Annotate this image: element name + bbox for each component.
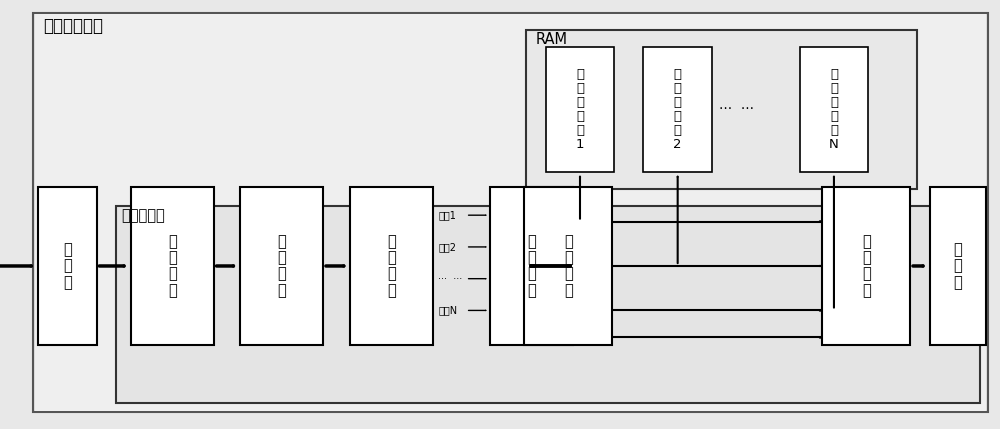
FancyBboxPatch shape [524,187,612,345]
Text: 虚
拟
内
存
库
1: 虚 拟 内 存 库 1 [576,68,584,151]
Text: 虚
拟
内
存
库
N: 虚 拟 内 存 库 N [829,68,839,151]
FancyBboxPatch shape [35,14,986,411]
FancyBboxPatch shape [490,187,573,345]
Text: 流量N: 流量N [438,305,457,315]
Text: 流量2: 流量2 [438,242,456,252]
FancyBboxPatch shape [643,47,712,172]
Text: 虚
拟
内
存
库
2: 虚 拟 内 存 库 2 [673,68,682,151]
Text: 处
理
模
块: 处 理 模 块 [862,234,871,298]
Text: 网络处理系统: 网络处理系统 [43,17,103,35]
FancyBboxPatch shape [822,187,910,345]
FancyBboxPatch shape [930,187,986,345]
Text: ···  ···: ··· ··· [719,103,754,116]
FancyBboxPatch shape [800,47,868,172]
FancyBboxPatch shape [546,47,614,172]
FancyBboxPatch shape [33,13,988,412]
FancyBboxPatch shape [116,206,980,403]
Text: ···  ···: ··· ··· [438,274,463,284]
Text: 出
端
口: 出 端 口 [954,242,962,290]
Text: 构
造
模
块: 构 造 模 块 [527,234,536,298]
Text: 接
收
模
块: 接 收 模 块 [168,234,177,298]
Text: RAM: RAM [536,32,568,47]
Text: 入
端
口: 入 端 口 [63,242,72,290]
FancyBboxPatch shape [38,187,97,345]
Text: 分
配
模
块: 分 配 模 块 [388,234,396,298]
Text: 网络处理器: 网络处理器 [121,208,165,223]
FancyBboxPatch shape [526,30,917,189]
FancyBboxPatch shape [240,187,323,345]
Text: 解
析
模
块: 解 析 模 块 [277,234,286,298]
FancyBboxPatch shape [131,187,214,345]
FancyBboxPatch shape [350,187,433,345]
Text: 流量1: 流量1 [438,210,456,220]
Text: 查
找
模
块: 查 找 模 块 [564,234,573,298]
